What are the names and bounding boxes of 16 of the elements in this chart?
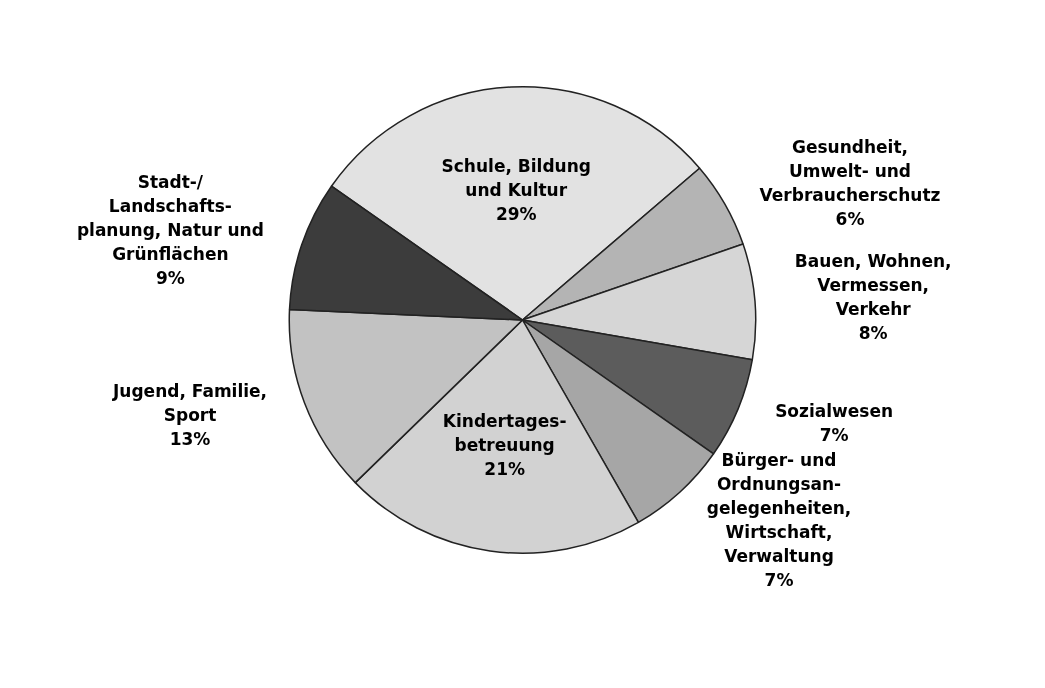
slice-label: Kindertages- betreuung	[442, 411, 567, 456]
data-label: 9%	[155, 268, 185, 289]
slice-label: Bauen, Wohnen, Vermessen, Verkehr	[794, 250, 952, 319]
data-label: 7%	[764, 570, 794, 591]
slice-label: Jugend, Familie, Sport	[112, 381, 268, 426]
slice-label: Gesundheit, Umwelt- und Verbraucherschutz	[759, 136, 941, 205]
data-label: 29%	[495, 204, 537, 225]
data-label: 8%	[858, 322, 888, 343]
slice-label: Bürger- und Ordnungsan- gelegenheiten, Wirtschaft, Verwaltung	[706, 450, 852, 567]
slice-label: Sozialwesen	[775, 400, 894, 421]
slice-label: Schule, Bildung und Kultur	[441, 156, 591, 201]
slice-label: Stadt-/ Landschafts- planung, Natur und Grünflächen	[76, 172, 264, 265]
data-label: 7%	[819, 424, 849, 445]
data-label: 21%	[484, 459, 525, 480]
data-label: 13%	[169, 429, 211, 450]
data-label: 6%	[835, 208, 865, 229]
